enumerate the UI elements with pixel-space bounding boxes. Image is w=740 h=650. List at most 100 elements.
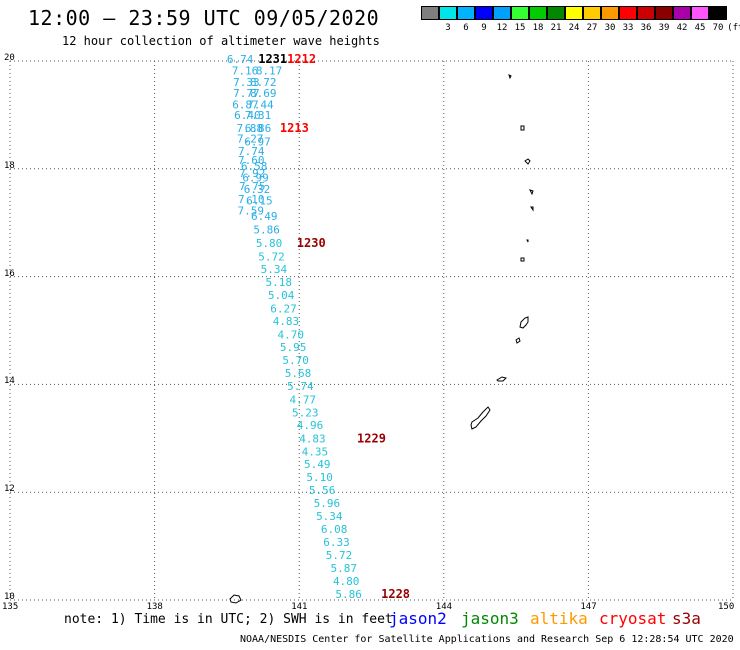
wave-height-value: 5.86 xyxy=(253,223,280,236)
wave-height-value: 6.49 xyxy=(251,210,278,223)
wave-height-value: 5.34 xyxy=(316,510,343,523)
scale-label: 45 xyxy=(694,23,706,33)
wave-height-value: 4.80 xyxy=(333,575,360,588)
scale-swatch xyxy=(619,6,637,20)
scale-swatch xyxy=(565,6,583,20)
wave-height-value: 6.27 xyxy=(270,303,297,316)
scale-swatch xyxy=(475,6,493,20)
island-guam xyxy=(470,406,491,430)
wave-height-value: 6.97 xyxy=(244,136,271,149)
scale-swatch xyxy=(547,6,565,20)
wave-height-value: 7.60 xyxy=(238,154,265,167)
wave-height-value: 7.10 xyxy=(238,193,265,206)
wave-height-value: 5.72 xyxy=(326,549,353,562)
latitude-label: 12 xyxy=(4,484,15,495)
legend-altika: altika xyxy=(530,609,588,628)
wave-height-value: 5.72 xyxy=(258,250,285,263)
wave-height-value: 5.96 xyxy=(314,497,341,510)
wave-height-value: 5.18 xyxy=(265,276,292,289)
island-ulithi xyxy=(229,594,242,604)
wave-height-value: 6.99 xyxy=(242,172,269,185)
longitude-label: 144 xyxy=(435,602,453,612)
island-asuncion xyxy=(524,158,531,165)
wave-height-value: 5.10 xyxy=(306,471,333,484)
wave-height-value: 7.31 xyxy=(245,109,272,122)
wave-height-value: 5.68 xyxy=(285,367,312,380)
scale-label: 15 xyxy=(514,23,526,33)
legend-jason3: jason3 xyxy=(461,609,519,628)
pass-time-label: 1230 xyxy=(297,236,326,250)
scale-swatch xyxy=(421,6,439,20)
scale-swatch xyxy=(637,6,655,20)
wave-height-value: 6.58 xyxy=(241,160,267,173)
wave-height-value: 7.27 xyxy=(237,132,264,145)
scale-label: 3 xyxy=(445,23,451,33)
scale-label: 36 xyxy=(640,23,652,33)
scale-swatch xyxy=(529,6,547,20)
wave-height-value: 4.77 xyxy=(290,393,317,406)
wave-height-value: 4.83 xyxy=(299,433,326,446)
scale-swatch xyxy=(709,6,727,20)
wave-height-value: 6.33 xyxy=(323,536,350,549)
wave-height-value: 5.70 xyxy=(282,354,309,367)
scale-label: 9 xyxy=(481,23,487,33)
wave-height-value: 4.35 xyxy=(302,446,329,459)
island-maug xyxy=(520,125,525,131)
wave-height-value: 5.74 xyxy=(287,380,314,393)
scale-label: 33 xyxy=(622,23,634,33)
scale-label: 27 xyxy=(586,23,598,33)
legend-cryosat: cryosat xyxy=(599,609,667,628)
wave-height-value: 6.32 xyxy=(244,183,271,196)
pass-time-label: 1228 xyxy=(381,587,410,601)
scale-label: 39 xyxy=(658,23,670,33)
scale-swatch xyxy=(691,6,709,20)
latitude-label: 18 xyxy=(4,160,15,171)
pass-time-label: 1231 xyxy=(258,52,287,66)
island-tinian xyxy=(515,337,521,344)
scale-label: 12 xyxy=(496,23,508,33)
island-guguan xyxy=(520,257,525,262)
map-grid xyxy=(9,60,734,601)
scale-label: 6 xyxy=(463,23,469,33)
scale-label: 70 xyxy=(712,23,724,33)
wave-height-value: 7.88 xyxy=(237,122,263,135)
scale-label: 24 xyxy=(568,23,580,33)
scale-label: 18 xyxy=(532,23,544,33)
scale-swatch xyxy=(439,6,457,20)
scale-label: 21 xyxy=(550,23,562,33)
latitude-label: 10 xyxy=(4,592,15,602)
wave-height-value: 6.86 xyxy=(245,122,272,135)
pass-time-label: 1213 xyxy=(280,121,309,135)
scale-swatch xyxy=(601,6,619,20)
scale-swatch xyxy=(457,6,475,20)
island-rota xyxy=(496,376,507,382)
wave-height-value: 5.95 xyxy=(280,341,307,354)
wave-height-value: 7.74 xyxy=(238,145,265,158)
scale-swatch xyxy=(511,6,529,20)
wave-height-value: 5.23 xyxy=(292,407,319,420)
wave-height-value: 5.34 xyxy=(261,263,288,276)
wave-height-value: 7.92 xyxy=(239,167,266,180)
longitude-label: 150 xyxy=(718,602,735,612)
scale-label: 30 xyxy=(604,23,616,33)
scale-swatch xyxy=(493,6,511,20)
scale-unit-label: (ft) xyxy=(727,23,740,33)
wave-height-value: 5.80 xyxy=(256,237,283,250)
pass-time-label: 1212 xyxy=(287,52,316,66)
wave-height-value: 7.16 xyxy=(232,64,259,77)
latitude-label: 16 xyxy=(4,268,15,279)
footer-note: note: 1) Time is in UTC; 2) SWH is in fe… xyxy=(64,612,393,627)
wave-height-value: 8.72 xyxy=(250,76,277,89)
scale-label: 42 xyxy=(676,23,688,33)
wave-height-value: 4.96 xyxy=(297,419,324,432)
wave-height-value: 7.77 xyxy=(233,87,260,100)
credit-line: NOAA/NESDIS Center for Satellite Applica… xyxy=(240,634,734,645)
latitude-label: 20 xyxy=(4,53,15,63)
wave-height-value: 5.49 xyxy=(304,458,331,471)
wave-height-value: 6.74 xyxy=(227,53,254,66)
wave-height-value: 6.08 xyxy=(321,523,348,536)
island-agrihan xyxy=(529,189,534,196)
wave-height-value: 5.56 xyxy=(309,484,336,497)
legend-jason2: jason2 xyxy=(389,609,447,628)
